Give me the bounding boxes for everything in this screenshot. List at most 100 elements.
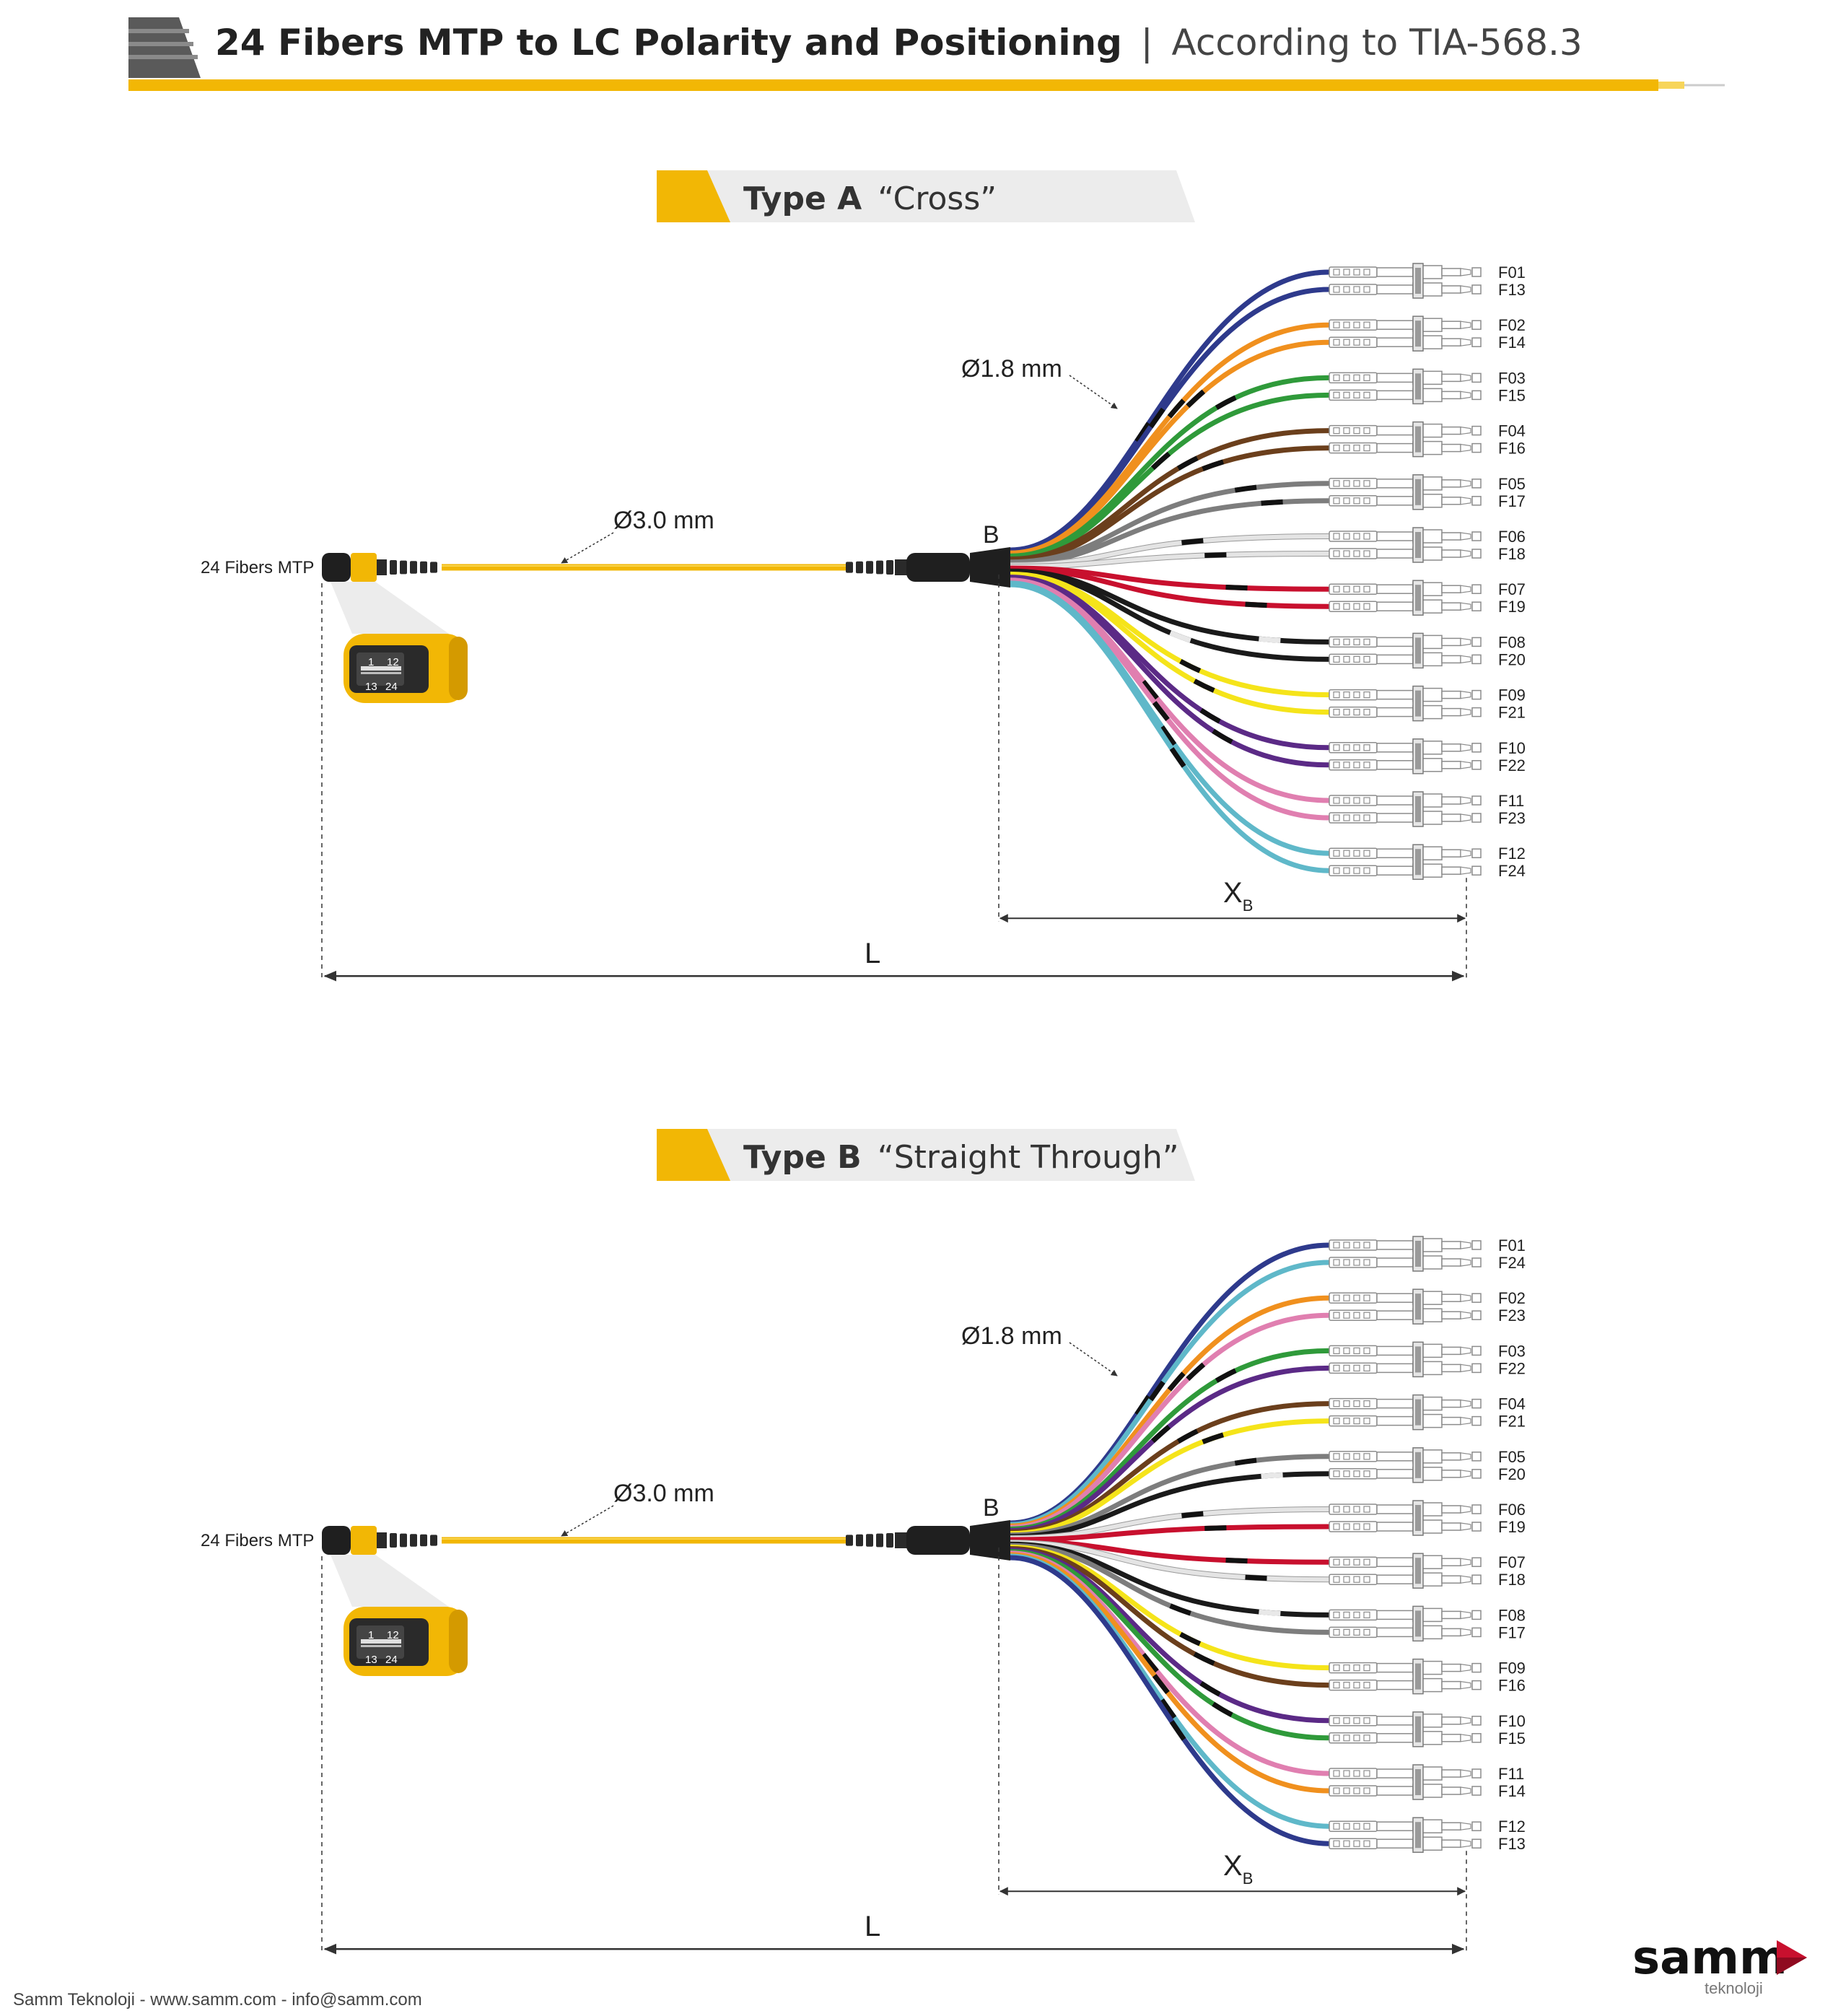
lc-boot-rib (1353, 1840, 1360, 1847)
mtp-strain-relief-segment (430, 562, 437, 573)
lc-connector-f09 (1329, 687, 1482, 702)
end-face-fiber-row (361, 666, 401, 671)
lc-body (1376, 1716, 1414, 1726)
fiber-label-f16: F16 (1498, 1677, 1526, 1695)
lc-boot-rib (1363, 1364, 1370, 1372)
fiber-label-f19: F19 (1498, 598, 1526, 616)
lc-connector-f04 (1329, 423, 1482, 438)
lc-front (1441, 285, 1461, 294)
lc-front (1441, 1839, 1461, 1848)
banner-yellow-tab (657, 1129, 730, 1181)
lc-duplex-clip-inner (1415, 532, 1421, 558)
lc-boot-rib (1333, 638, 1340, 646)
lc-body (1376, 1610, 1414, 1620)
lc-boot-rib (1363, 585, 1370, 593)
lc-body (1376, 1786, 1414, 1796)
lc-front (1441, 1505, 1461, 1514)
lc-dust-cap (1471, 689, 1482, 700)
header-stripe-line-2 (128, 42, 193, 46)
lc-boot-rib (1333, 850, 1340, 857)
mtp-strain-relief-segment (420, 1534, 427, 1547)
lc-boot-rib (1353, 1470, 1360, 1478)
lc-boot-rib (1363, 1787, 1370, 1794)
lc-dust-cap (1471, 1415, 1482, 1426)
fiber-f23 (1010, 1312, 1330, 1530)
lc-body (1376, 320, 1414, 330)
lc-boot-rib (1353, 1417, 1360, 1425)
lc-boot-rib (1343, 1400, 1350, 1408)
lc-connector-f02 (1329, 318, 1482, 332)
lc-boot-rib (1333, 1523, 1340, 1530)
lc-boot-rib (1353, 497, 1360, 505)
fiber-f14 (1010, 1552, 1330, 1794)
lc-connector-f03 (1329, 1343, 1482, 1358)
lc-ferrule (1460, 761, 1471, 769)
lc-boot-rib (1363, 427, 1370, 435)
fiber-band (1010, 1552, 1330, 1794)
mtp-pos-24: 24 (385, 1654, 398, 1666)
lc-dust-cap (1471, 795, 1482, 806)
lc-boot-rib (1333, 585, 1340, 593)
lc-ferrule (1460, 426, 1471, 435)
lc-boot-rib (1363, 1417, 1370, 1425)
fiber-band (1010, 567, 1330, 609)
lc-ferrule (1460, 1399, 1471, 1408)
lc-boot-rib (1333, 1453, 1340, 1460)
lc-boot-rib (1363, 638, 1370, 646)
lc-ferrule (1460, 338, 1471, 346)
lc-boot-rib (1333, 444, 1340, 452)
lc-boot-rib (1353, 1682, 1360, 1689)
mtp-pos-24: 24 (385, 681, 398, 693)
lc-boot-rib (1363, 850, 1370, 857)
lc-boot-rib (1353, 708, 1360, 716)
mtp-connector (322, 1526, 437, 1555)
lc-duplex-clip-inner (1415, 1293, 1421, 1320)
lc-ferrule (1460, 1522, 1471, 1531)
lc-front (1441, 743, 1461, 752)
dimension-xb-main: X (1223, 1850, 1243, 1882)
fiber-band (1010, 1540, 1330, 1582)
lc-boot-rib (1353, 1364, 1360, 1372)
trunk-diameter-leader (561, 532, 614, 564)
logo-subtext: teknoloji (1705, 1979, 1763, 1997)
lc-boot-rib (1363, 691, 1370, 699)
fiber-f13 (1010, 287, 1330, 554)
lc-body (1376, 707, 1414, 717)
lc-boot-rib (1363, 797, 1370, 804)
fiber-label-f06: F06 (1498, 528, 1526, 546)
lc-ferrule (1460, 1258, 1471, 1267)
lc-boot-rib (1333, 1506, 1340, 1513)
lc-boot-rib (1343, 1770, 1350, 1777)
lc-connector-f12 (1329, 1819, 1482, 1833)
fiber-bundle: F01F13F02F14F03F15F04F16F05F17F06F18F07F… (1010, 263, 1526, 880)
lc-boot-rib (1333, 286, 1340, 293)
fiber-label-f09: F09 (1498, 1659, 1526, 1677)
lc-front (1441, 320, 1461, 329)
breakout-strain-relief-segment (876, 560, 883, 575)
lc-boot-rib (1353, 427, 1360, 435)
lc-duplex-clip-inner (1415, 585, 1421, 611)
lc-boot-rib (1333, 1347, 1340, 1355)
lc-ferrule (1460, 1470, 1471, 1478)
lc-dust-cap (1471, 601, 1482, 611)
lc-boot-rib (1353, 1312, 1360, 1319)
lc-boot-rib (1353, 1770, 1360, 1777)
lc-body (1376, 442, 1414, 453)
lc-boot-rib (1353, 1823, 1360, 1830)
lc-boot-rib (1343, 603, 1350, 610)
lc-body (1376, 760, 1414, 770)
type-a-banner: Type A “Cross” (657, 170, 1195, 222)
fiber-band (1010, 1260, 1330, 1527)
lc-boot-rib (1353, 797, 1360, 804)
breakout-strain-relief-segment (856, 561, 863, 574)
lc-connector-f20 (1329, 1467, 1482, 1481)
magnifier-cone (331, 1555, 449, 1607)
logo-arrow-shade-icon (1777, 1958, 1807, 1975)
end-face-shade (449, 637, 468, 700)
lc-connector-f22 (1329, 758, 1482, 772)
breakout-strain-relief-segment (856, 1534, 863, 1547)
lc-front (1441, 1470, 1461, 1478)
lc-boot-rib (1353, 1523, 1360, 1530)
lc-boot-rib (1353, 762, 1360, 769)
lc-boot-rib (1333, 269, 1340, 276)
